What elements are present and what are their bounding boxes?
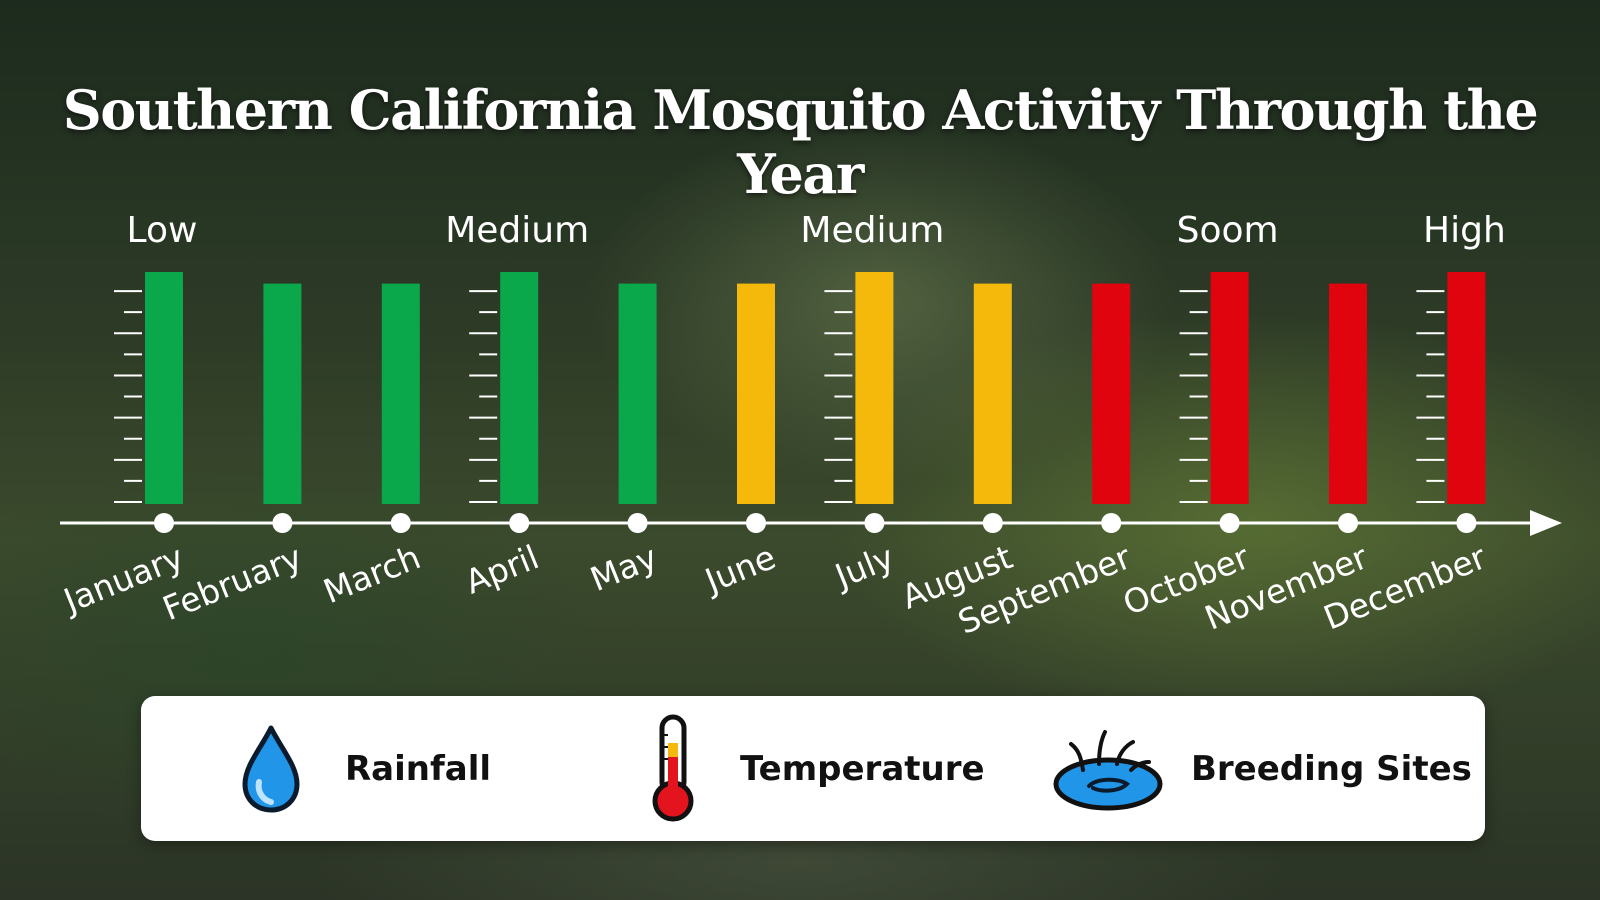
chart-title: Southern California Mosquito Activity Th…	[62, 78, 1539, 206]
month-marker-january	[154, 513, 174, 533]
month-label-may: May	[585, 537, 663, 599]
month-marker-june	[746, 513, 766, 533]
tick-scales	[114, 290, 1445, 503]
bar-may	[618, 283, 657, 504]
tick-scale-january	[114, 290, 142, 503]
month-label-july: July	[828, 537, 900, 596]
water-drop-icon	[242, 725, 300, 812]
bar-march	[381, 283, 420, 504]
level-label-january: Low	[127, 210, 198, 251]
bar-december	[1447, 272, 1486, 504]
level-label-october: Soom	[1177, 210, 1279, 251]
month-markers	[154, 513, 1477, 533]
bar-april	[500, 272, 539, 504]
legend-label-temperature: Temperature	[740, 748, 985, 789]
tick-scale-december	[1416, 290, 1445, 503]
month-marker-may	[627, 513, 648, 533]
month-marker-july	[864, 513, 885, 533]
thermometer-icon	[652, 714, 694, 821]
month-marker-november	[1338, 513, 1358, 533]
month-marker-december	[1456, 513, 1477, 533]
bars	[145, 272, 1486, 504]
month-label-march: March	[318, 537, 426, 611]
level-labels: Low Medium Medium Soom High	[127, 210, 1506, 251]
legend-item-rainfall: Rainfall	[239, 696, 491, 841]
bar-october	[1210, 272, 1249, 504]
tick-scale-april	[469, 290, 498, 503]
level-label-july: Medium	[800, 210, 944, 251]
level-label-december: High	[1423, 210, 1506, 251]
legend-label-rainfall: Rainfall	[345, 748, 492, 789]
puddle-icon	[1053, 729, 1163, 810]
legend-label-breeding-sites: Breeding Sites	[1191, 748, 1472, 789]
bar-september	[1092, 283, 1131, 504]
level-label-april: Medium	[445, 210, 589, 251]
month-label-june: June	[698, 537, 781, 601]
month-label-april: April	[460, 537, 545, 601]
month-marker-october	[1219, 513, 1240, 533]
bar-november	[1329, 283, 1367, 504]
timeline-arrow-icon	[1530, 510, 1562, 536]
month-marker-august	[982, 513, 1003, 533]
month-marker-february	[272, 513, 293, 533]
month-marker-april	[509, 513, 530, 533]
legend-panel: Rainfall Temperature Breeding Sites	[141, 696, 1485, 841]
bar-january	[145, 272, 183, 504]
month-marker-september	[1101, 513, 1122, 533]
month-marker-march	[390, 513, 411, 533]
bar-july	[855, 272, 894, 504]
tick-scale-july	[824, 290, 853, 503]
tick-scale-october	[1179, 290, 1208, 503]
legend-item-temperature: Temperature	[648, 696, 985, 841]
bar-august	[973, 283, 1012, 504]
bar-february	[263, 283, 302, 504]
legend-item-breeding-sites: Breeding Sites	[1053, 696, 1472, 841]
bar-june	[737, 283, 775, 504]
